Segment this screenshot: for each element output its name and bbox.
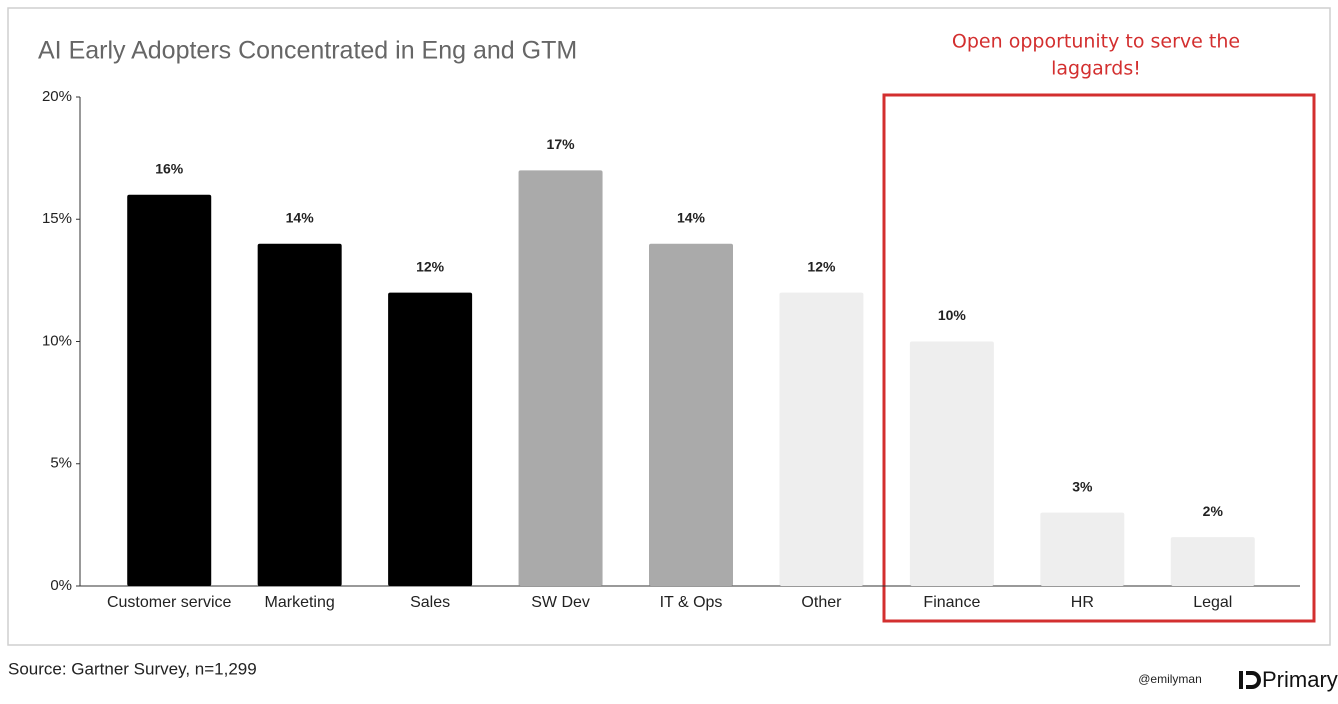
value-label: 17% xyxy=(547,136,576,152)
value-label: 16% xyxy=(155,161,184,177)
x-tick-label: IT & Ops xyxy=(660,594,723,611)
annotation-line: Open opportunity to serve the xyxy=(952,31,1240,53)
value-label: 3% xyxy=(1072,478,1093,494)
value-label: 14% xyxy=(286,209,315,225)
y-tick-label: 0% xyxy=(50,577,72,594)
y-tick-label: 20% xyxy=(42,88,72,105)
value-label: 10% xyxy=(938,307,967,323)
logo-icon xyxy=(1246,671,1261,689)
bar xyxy=(257,243,342,586)
y-tick-label: 5% xyxy=(50,455,72,472)
x-tick-label: Other xyxy=(801,594,842,611)
value-label: 14% xyxy=(677,209,706,225)
bar xyxy=(127,194,212,587)
bar xyxy=(518,170,603,586)
bar xyxy=(779,292,864,586)
x-tick-label: Finance xyxy=(923,594,980,611)
x-tick-label: SW Dev xyxy=(531,594,590,611)
bar xyxy=(1170,537,1255,586)
bar xyxy=(649,243,733,586)
value-label: 2% xyxy=(1203,503,1224,519)
bar xyxy=(1040,512,1125,586)
handle: @emilyman xyxy=(1138,672,1202,686)
x-tick-label: Marketing xyxy=(265,594,335,611)
bar xyxy=(909,341,994,586)
logo-icon xyxy=(1239,671,1243,689)
x-tick-label: Customer service xyxy=(107,594,232,611)
y-tick-label: 15% xyxy=(42,210,72,227)
logo-text: Primary xyxy=(1262,667,1338,692)
x-tick-label: Legal xyxy=(1193,594,1232,611)
y-tick-label: 10% xyxy=(42,332,72,349)
x-tick-label: Sales xyxy=(410,594,450,611)
x-tick-label: HR xyxy=(1071,594,1094,611)
bar xyxy=(388,292,473,586)
source-note: Source: Gartner Survey, n=1,299 xyxy=(8,659,257,678)
annotation-line: laggards! xyxy=(1051,58,1141,80)
value-label: 12% xyxy=(416,258,445,274)
value-label: 12% xyxy=(807,258,836,274)
chart-title: AI Early Adopters Concentrated in Eng an… xyxy=(38,37,577,65)
highlight-box xyxy=(882,93,1316,623)
